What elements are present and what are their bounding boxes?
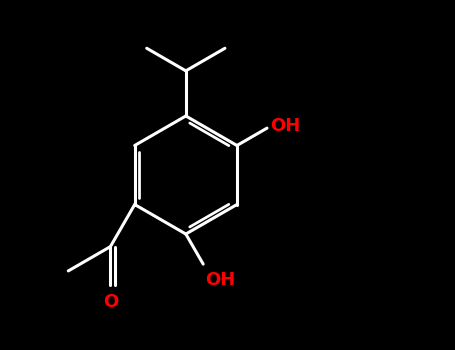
Text: OH: OH	[205, 271, 235, 289]
Text: O: O	[103, 294, 118, 312]
Text: OH: OH	[270, 117, 301, 135]
